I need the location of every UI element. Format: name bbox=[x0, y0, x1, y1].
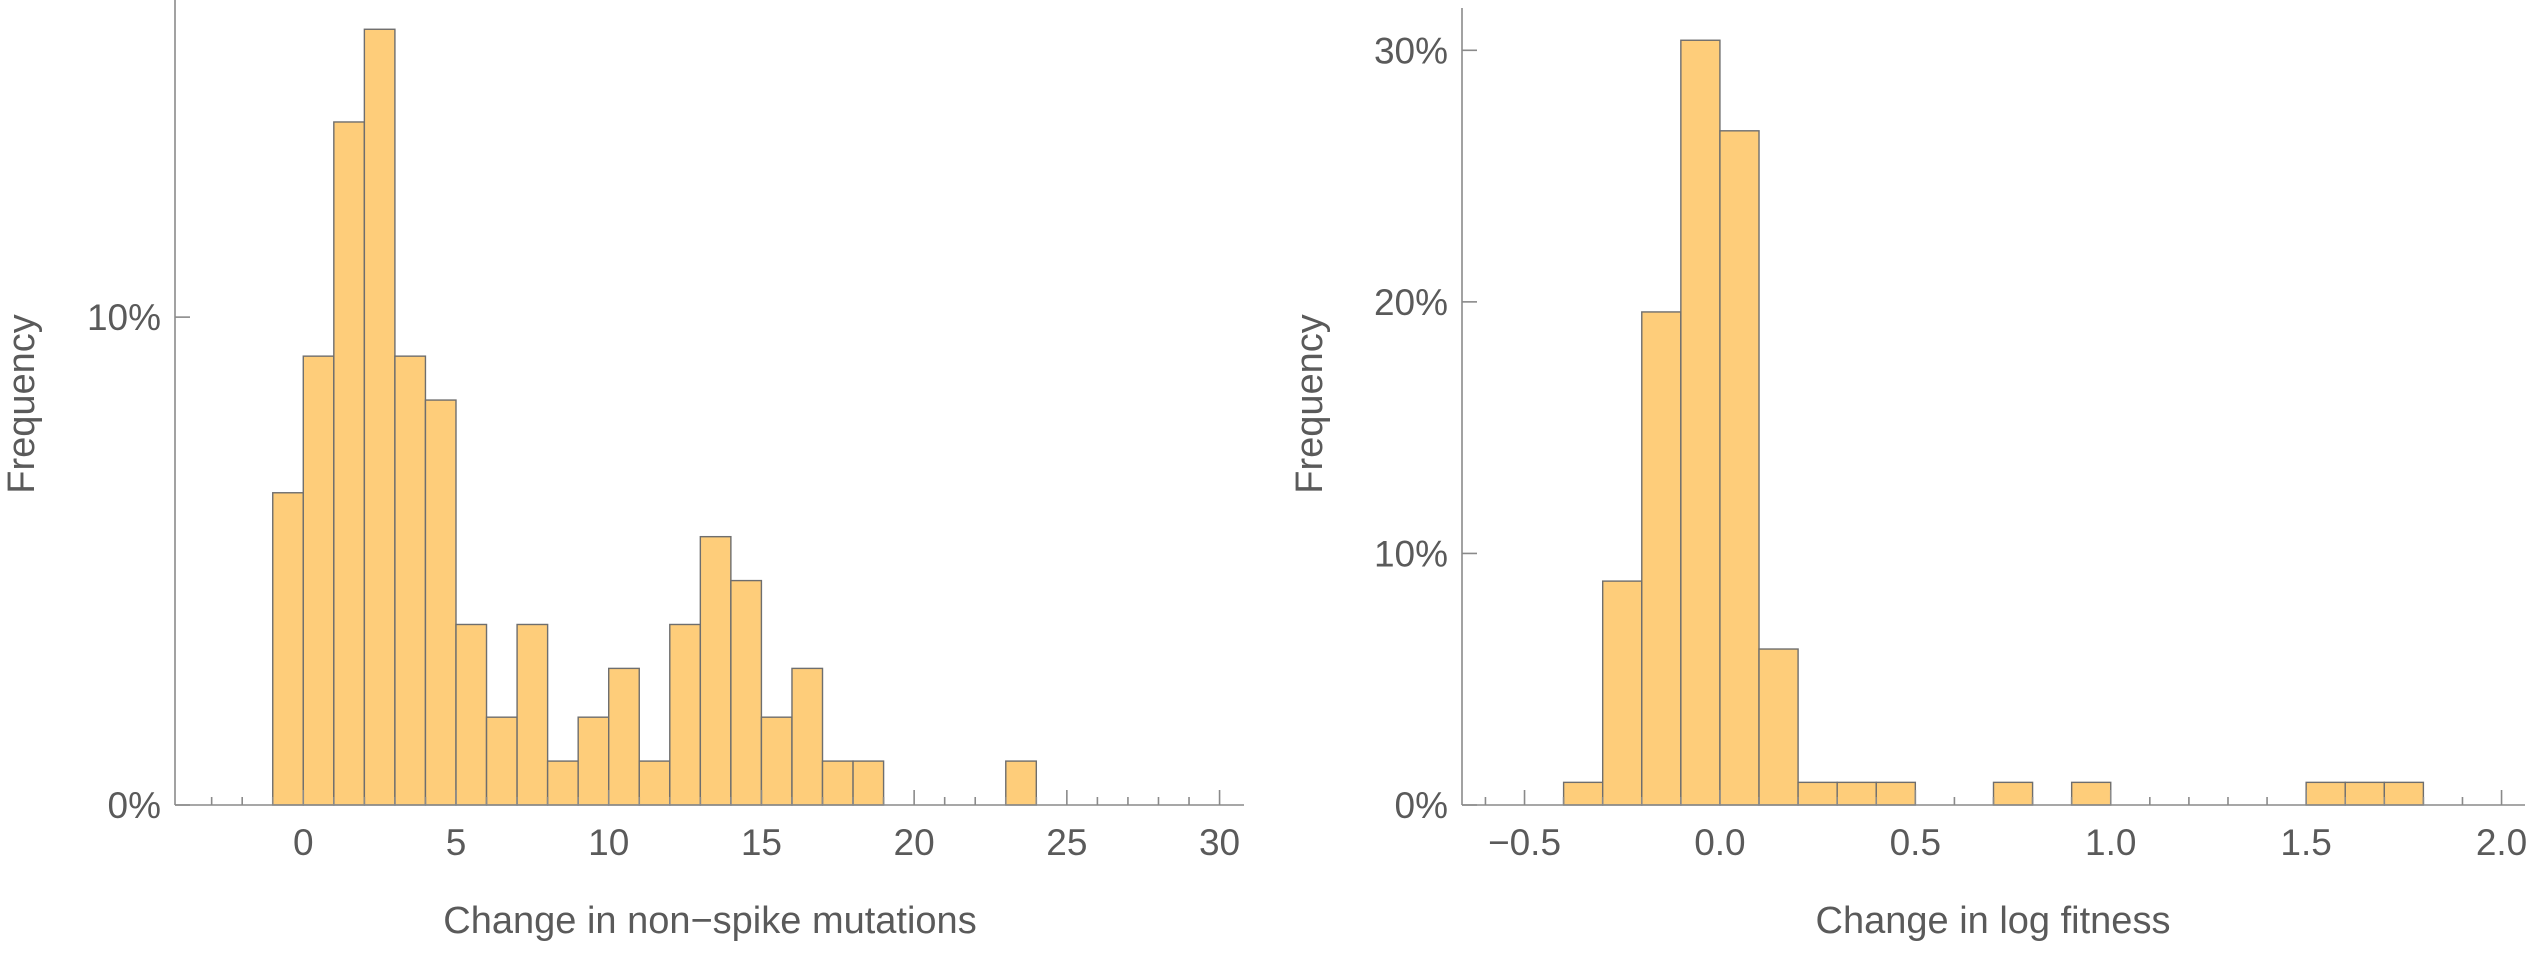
mutations-histogram-bar bbox=[485, 716, 518, 806]
fitness-histogram-bar bbox=[1992, 781, 2034, 806]
fitness-histogram-bar bbox=[1719, 130, 1760, 806]
fitness-histogram-bar bbox=[1680, 39, 1721, 806]
fitness-histogram-bar bbox=[1601, 580, 1643, 806]
mutations-histogram-x-tick-label: 0 bbox=[293, 822, 314, 863]
fitness-histogram-bar bbox=[1758, 648, 1799, 806]
mutations-histogram-bars bbox=[272, 28, 1038, 806]
fitness-histogram-bars bbox=[1562, 39, 2425, 806]
mutations-histogram-bar bbox=[272, 492, 304, 806]
mutations-histogram-bar bbox=[1005, 760, 1038, 806]
mutations-histogram-x-axis-label: Change in non−spike mutations bbox=[443, 900, 976, 942]
mutations-histogram-y-tick-label: 0% bbox=[108, 785, 161, 826]
mutations-histogram-bar bbox=[455, 623, 488, 806]
fitness-histogram-x-tick-label: 0.0 bbox=[1694, 822, 1745, 863]
fitness-histogram-y-tick-label: 30% bbox=[1374, 30, 1448, 71]
fitness-histogram-x-axis-label: Change in log fitness bbox=[1816, 900, 2171, 942]
fitness-histogram-bar bbox=[1797, 781, 1838, 806]
fitness-histogram-y-tick-label: 0% bbox=[1395, 785, 1448, 826]
mutations-histogram-bar bbox=[669, 623, 702, 806]
mutations-histogram-bar bbox=[730, 579, 763, 806]
mutations-histogram-bar bbox=[699, 535, 732, 806]
fitness-histogram-x-tick-label: 1.0 bbox=[2085, 822, 2136, 863]
fitness-histogram-y-tick-label: 10% bbox=[1374, 533, 1448, 574]
fitness-histogram-bar bbox=[2344, 781, 2386, 806]
fitness-histogram-bar bbox=[1875, 781, 1917, 806]
fitness-histogram-bar bbox=[2070, 781, 2112, 806]
mutations-histogram-x-tick-label: 25 bbox=[1046, 822, 1087, 863]
fitness-histogram-x-tick-label: 0.5 bbox=[1890, 822, 1941, 863]
mutations-histogram-chart: 0 5 10 15 20 25 30 0% 10% Change in non−spike m… bbox=[1, 0, 1244, 942]
mutations-histogram-x-tick-label: 15 bbox=[741, 822, 782, 863]
mutations-histogram-x-tick-label: 30 bbox=[1199, 822, 1240, 863]
mutations-histogram-bar bbox=[363, 28, 396, 806]
mutations-histogram-bar bbox=[302, 355, 335, 806]
mutations-histogram-bar bbox=[424, 399, 457, 806]
mutations-histogram-y-tick-label: 10% bbox=[87, 297, 161, 338]
fitness-histogram-bar bbox=[2383, 781, 2425, 806]
fitness-histogram-x-tick-label: −0.5 bbox=[1488, 822, 1561, 863]
mutations-histogram-x-tick-label: 10 bbox=[588, 822, 629, 863]
mutations-histogram-bar bbox=[852, 760, 885, 806]
mutations-histogram-bar bbox=[516, 623, 549, 806]
mutations-histogram-bar bbox=[333, 121, 366, 806]
fitness-histogram-chart: −0.5 0.0 0.5 1.0 1.5 2.0 0% 10% 20% 30% Change i… bbox=[1289, 8, 2527, 942]
fitness-histogram-bar bbox=[1562, 781, 1604, 806]
fitness-histogram-y-axis-label: Frequency bbox=[1289, 314, 1331, 494]
mutations-histogram-x-ticks: 0 5 10 15 20 25 30 bbox=[210, 790, 1240, 863]
mutations-histogram-bar bbox=[546, 760, 579, 806]
mutations-histogram-bar bbox=[577, 716, 610, 806]
mutations-histogram-bar bbox=[821, 760, 854, 806]
mutations-histogram-bar bbox=[608, 667, 640, 806]
fitness-histogram-x-tick-label: 2.0 bbox=[2476, 822, 2527, 863]
mutations-histogram-y-axis-label: Frequency bbox=[1, 314, 43, 494]
fitness-histogram-y-ticks: 0% 10% 20% 30% bbox=[1374, 30, 1477, 826]
mutations-histogram-bar bbox=[760, 716, 793, 806]
fitness-histogram-y-tick-label: 20% bbox=[1374, 282, 1448, 323]
mutations-histogram-y-ticks: 0% 10% bbox=[87, 297, 190, 826]
fitness-histogram-x-tick-label: 1.5 bbox=[2280, 822, 2331, 863]
fitness-histogram-x-ticks: −0.5 0.0 0.5 1.0 1.5 2.0 bbox=[1484, 790, 2527, 863]
fitness-histogram-bar bbox=[1836, 781, 1877, 806]
fitness-histogram-bar bbox=[2305, 781, 2346, 806]
mutations-histogram-x-tick-label: 5 bbox=[446, 822, 467, 863]
fitness-histogram-bar bbox=[1641, 311, 1682, 806]
mutations-histogram-bar bbox=[791, 667, 824, 806]
mutations-histogram-x-tick-label: 20 bbox=[894, 822, 935, 863]
mutations-histogram-bar bbox=[638, 760, 671, 806]
mutations-histogram-bar bbox=[394, 355, 427, 806]
